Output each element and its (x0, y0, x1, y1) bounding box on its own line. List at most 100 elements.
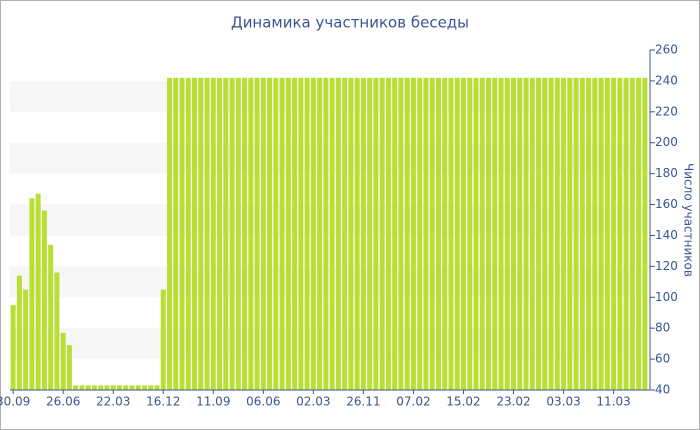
bar (579, 77, 585, 391)
bar (354, 77, 360, 391)
bar (23, 289, 29, 390)
bar (48, 244, 54, 390)
bar (492, 77, 498, 391)
bar (460, 77, 466, 391)
bar (35, 193, 41, 390)
bar (617, 77, 623, 391)
grid-band (10, 266, 648, 298)
bar (235, 77, 241, 391)
bar (511, 77, 517, 391)
bar (554, 77, 560, 391)
bar (448, 77, 454, 391)
bar (60, 332, 66, 390)
chart-title: Динамика участников беседы (231, 14, 469, 32)
bar (485, 77, 492, 391)
bar (404, 77, 410, 391)
bar (104, 385, 110, 390)
y-tick-label: 260 (655, 43, 678, 57)
bar (242, 77, 248, 391)
bar (636, 77, 642, 391)
bar (442, 77, 448, 391)
bar (329, 77, 335, 391)
bar (73, 385, 79, 390)
bar (41, 210, 47, 390)
bar (54, 272, 60, 390)
bar (260, 77, 266, 391)
bar (85, 385, 91, 390)
bar (248, 77, 254, 391)
bar (91, 385, 97, 390)
bar (179, 77, 185, 391)
bar (342, 77, 348, 391)
bar (285, 77, 291, 391)
bar (598, 77, 604, 391)
bar (542, 77, 548, 391)
bar (423, 77, 429, 391)
bar (229, 77, 235, 391)
bar (367, 77, 373, 391)
bar (123, 385, 129, 390)
bar (611, 77, 617, 391)
bar (217, 77, 223, 391)
bar (66, 345, 72, 390)
bar (185, 77, 191, 391)
bar (135, 385, 141, 390)
bar (398, 77, 404, 391)
bar (623, 77, 629, 391)
grid-band (10, 142, 648, 174)
x-tick-label: 11.09 (196, 395, 230, 409)
x-tick-label: 22.03 (96, 395, 130, 409)
bar (592, 77, 598, 391)
bar (141, 385, 147, 390)
bar (298, 77, 304, 391)
bar (335, 77, 341, 391)
bar (348, 77, 354, 391)
bar (536, 77, 542, 391)
x-tick-label: 07.02 (396, 395, 430, 409)
bar (473, 77, 479, 391)
bar (567, 77, 573, 391)
y-tick-label: 180 (655, 166, 678, 180)
bar (79, 385, 85, 390)
bar (279, 77, 285, 391)
bar (429, 77, 435, 391)
x-tick-label: 11.03 (596, 395, 630, 409)
bar (629, 77, 635, 391)
bar (192, 77, 198, 391)
bar (223, 77, 229, 391)
bar (642, 77, 648, 391)
y-tick-label: 60 (655, 352, 670, 366)
bar (304, 77, 310, 391)
grid-band (10, 328, 648, 360)
x-tick-label: 23.02 (496, 395, 530, 409)
bar (198, 77, 204, 391)
bar (373, 77, 379, 391)
bar (210, 77, 216, 391)
bar (548, 77, 554, 391)
bar (435, 77, 441, 391)
x-tick-label: 02.03 (296, 395, 330, 409)
bar (323, 77, 329, 391)
bar (98, 385, 104, 390)
y-tick-label: 100 (655, 290, 678, 304)
bar (16, 275, 22, 390)
bar (273, 77, 279, 391)
bar (529, 77, 535, 391)
bar (561, 77, 567, 391)
x-tick-label: 26.06 (46, 395, 80, 409)
bar (110, 385, 116, 390)
y-tick-label: 120 (655, 259, 678, 273)
bar (166, 77, 173, 391)
x-tick-label: 16.12 (146, 395, 180, 409)
y-tick-label: 240 (655, 73, 678, 87)
y-axis-label: Число участников (682, 163, 696, 277)
bar (317, 77, 323, 391)
x-tick-label: 06.06 (246, 395, 280, 409)
bar (604, 77, 610, 391)
bar (360, 77, 366, 391)
bar (254, 77, 260, 391)
y-tick-label: 140 (655, 228, 678, 242)
bar (292, 77, 298, 391)
y-tick-label: 80 (655, 321, 670, 335)
